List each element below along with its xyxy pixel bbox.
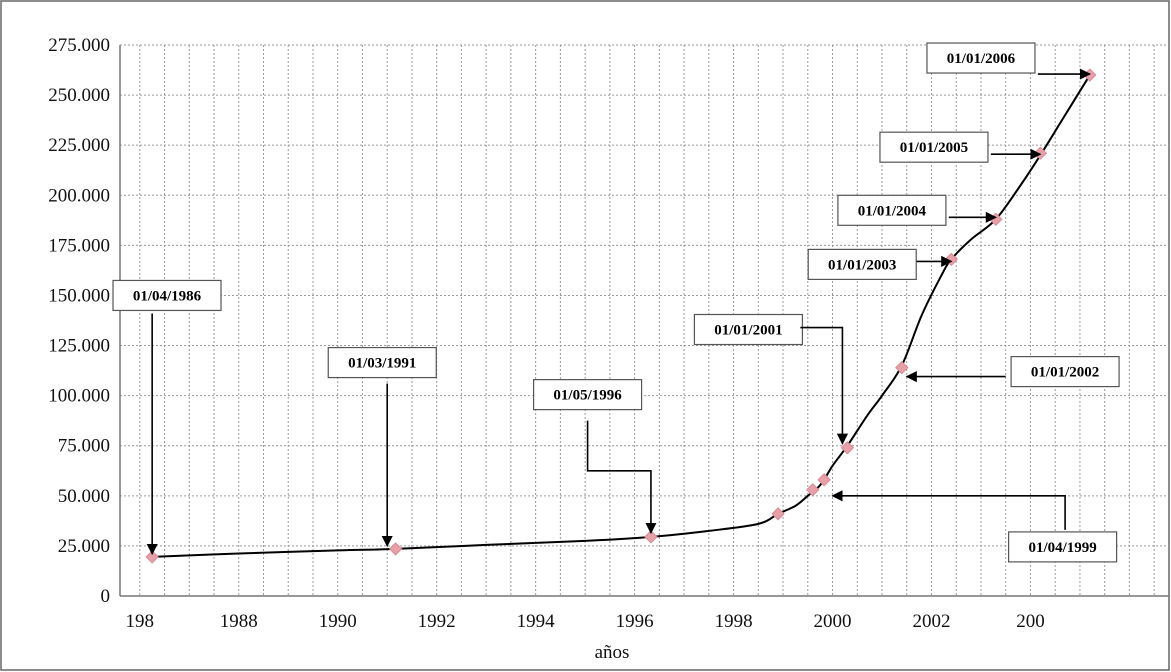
callout-box (112, 279, 222, 312)
callout-label: 01/05/1996 (553, 388, 622, 404)
callout: 01/04/1999 (831, 490, 1118, 563)
y-tick-label: 75.000 (58, 436, 110, 457)
x-tick-label: 200 (1016, 611, 1045, 632)
callout-box (837, 194, 947, 226)
y-tick-label: 50.000 (58, 486, 110, 507)
callout: 01/01/2004 (837, 194, 997, 226)
y-axis: 0 25.000 50.000 75.000 100.000 125.000 150.000… (48, 35, 110, 607)
y-tick-label: 275.000 (48, 35, 110, 56)
callout-label: 01/01/2002 (1031, 365, 1099, 381)
y-tick-label: 100.000 (48, 386, 110, 407)
callout: 01/01/2005 (879, 131, 1042, 163)
callout-label: 01/01/2001 (714, 323, 782, 339)
grid-layer (120, 44, 1169, 596)
callout-arrow (831, 490, 1066, 530)
callout: 01/01/2001 (693, 313, 849, 445)
callout-box (1008, 531, 1118, 563)
x-tick-label: 1994 (517, 611, 556, 632)
callout-arrow (586, 420, 657, 535)
callout-box (807, 248, 917, 280)
callout: 01/03/1991 (327, 346, 437, 548)
callout-box (693, 313, 804, 346)
callout: 01/01/2006 (926, 42, 1091, 80)
x-tick-label: 1992 (418, 611, 456, 632)
callout-box (1010, 355, 1120, 388)
callout-box (926, 42, 1036, 74)
callout-label: 01/01/2006 (947, 51, 1016, 67)
x-tick-label: 2002 (912, 611, 950, 632)
x-tick-label: 1988 (220, 611, 258, 632)
y-tick-label: 225.000 (48, 135, 110, 156)
callout-label: 01/01/2004 (858, 203, 927, 219)
y-tick-label: 175.000 (48, 235, 110, 256)
y-tick-label: 125.000 (48, 336, 110, 357)
callout: 01/04/1986 (112, 279, 222, 556)
x-axis-title: años (595, 642, 630, 663)
x-tick-label: 1996 (616, 611, 654, 632)
x-tick-label: 1990 (319, 611, 357, 632)
data-point (895, 360, 909, 375)
callout-group: 01/04/1986 01/03/1991 01/05/1996 01/01/2001… (112, 42, 1120, 563)
x-tick-label: 2000 (814, 611, 852, 632)
plot-border (119, 45, 1169, 597)
callout-box (879, 131, 989, 163)
callout-box (327, 346, 437, 379)
callout-label: 01/03/1991 (348, 356, 416, 372)
data-point (817, 473, 831, 487)
callout: 01/01/2003 (807, 248, 953, 280)
y-tick-label: 0 (101, 586, 111, 607)
callout-box (532, 379, 643, 411)
callout: 01/05/1996 (532, 379, 657, 535)
y-tick-label: 150.000 (48, 285, 110, 306)
x-axis: 198 1988 1990 1992 1994 1996 1998 2000 2002 200 (126, 611, 1045, 632)
callout-label: 01/01/2003 (828, 257, 896, 273)
x-tick-label: 1998 (715, 611, 753, 632)
y-tick-label: 200.000 (48, 185, 110, 206)
y-tick-label: 25.000 (58, 536, 110, 557)
y-tick-label: 250.000 (48, 85, 110, 106)
data-point (806, 483, 820, 497)
callout-arrow (800, 326, 849, 445)
callout-label: 01/01/2005 (900, 140, 968, 156)
x-tick-label: 198 (126, 611, 155, 632)
callout: 01/01/2002 (905, 355, 1120, 388)
data-point (771, 507, 785, 521)
callout-label: 01/04/1999 (1028, 540, 1096, 556)
callout-label: 01/04/1986 (133, 288, 202, 304)
